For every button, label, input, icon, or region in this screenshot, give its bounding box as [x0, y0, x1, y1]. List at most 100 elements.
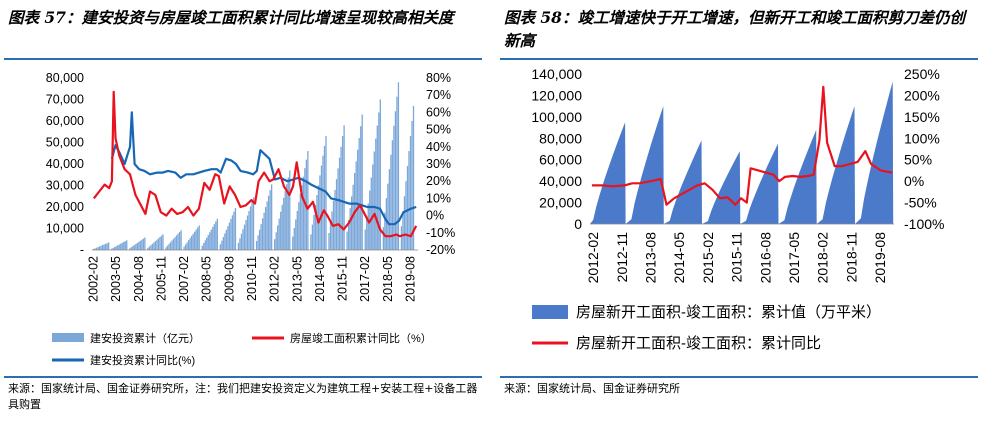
chart57-bar [121, 242, 123, 250]
chart57-source: 来源：国家统计局、国金证券研究所，注：我们把建安投资定义为建筑工程+安装工程+设… [8, 382, 478, 411]
chart57-bar [375, 138, 377, 250]
chart57-bar [141, 239, 143, 250]
chart57-bar [331, 211, 333, 250]
chart57-bar [263, 212, 265, 250]
chart57-bar [338, 157, 341, 250]
chart57-bar [385, 198, 388, 250]
chart57-y-left-tick: 20,000 [46, 200, 84, 214]
chart57-bar [379, 99, 381, 250]
chart57-legend-red: 房屋竣工面积累计同比（%） [290, 331, 432, 345]
chart57-bar [123, 241, 125, 250]
chart57-x-tick: 2019-08 [403, 256, 417, 302]
chart57-bar [242, 229, 244, 250]
chart57-bar [319, 175, 321, 250]
chart57-bar [370, 177, 372, 250]
chart57-x-tick: 2015-11 [336, 256, 350, 301]
chart57-bar [409, 136, 412, 250]
chart57-bar [307, 151, 309, 250]
chart57-bar [156, 239, 158, 250]
chart57-bar [198, 225, 200, 250]
chart58-legend-line: 房屋新开工面积-竣工面积：累计同比 [576, 335, 821, 352]
chart57-y-left-tick: - [80, 243, 84, 257]
chart57-bar [402, 211, 404, 250]
chart57-bar [403, 196, 406, 250]
chart58-title-rule [500, 58, 978, 60]
chart57-bar [213, 224, 215, 250]
chart57-bar [260, 224, 262, 250]
chart58-y-right-tick: -100% [904, 216, 944, 232]
chart57-bar [192, 233, 194, 250]
chart58-source-rule [500, 376, 978, 378]
chart57-legend-swatch-bars [52, 333, 84, 342]
chart57-bar [136, 242, 138, 250]
chart58-y-right-tick: 50% [904, 152, 932, 168]
chart57-bar [183, 246, 185, 250]
chart57-y-left-tick: 10,000 [46, 222, 84, 236]
chart57-bar [274, 239, 276, 250]
chart57-title-rule [4, 58, 482, 60]
chart57-bar [108, 242, 110, 250]
chart57-y-right-tick: 10% [426, 191, 451, 205]
chart57-bar [169, 242, 172, 250]
chart57-bar [243, 224, 246, 250]
chart57-bar [313, 214, 315, 250]
chart57-bar [203, 243, 205, 250]
chart57-bar [328, 232, 330, 250]
chart57-bar [153, 242, 155, 250]
chart58-y-right-tick: 250% [904, 66, 940, 82]
chart57-bar [346, 231, 348, 250]
chart57-y-right-tick: 30% [426, 157, 451, 171]
chart57-bar [246, 215, 249, 250]
chart57-bar [289, 170, 291, 250]
chart57-line-completion-yoy [92, 90, 418, 238]
chart57-bar [177, 233, 179, 250]
chart58-x-tick: 2015-11 [729, 232, 745, 283]
chart57-bar [133, 245, 135, 250]
chart57-x-tick: 2010-11 [245, 256, 259, 301]
chart57-bar [257, 235, 259, 250]
chart57-bar [132, 246, 134, 250]
chart57-bar [206, 237, 208, 250]
chart58-y-right-tick: 100% [904, 130, 940, 146]
chart57-bar [249, 206, 252, 250]
chart57-x-tick: 2014-08 [313, 256, 327, 302]
chart57-bar [197, 227, 199, 250]
chart57-bar [275, 232, 277, 250]
chart57-bar [281, 204, 283, 250]
chart57-bar [280, 211, 282, 250]
chart57-bar [112, 247, 114, 250]
chart57-bar [101, 245, 104, 250]
chart57-bar [267, 195, 270, 250]
chart58-y-left-tick: 40,000 [539, 173, 582, 189]
chart58-y-right-tick: 150% [904, 109, 940, 125]
chart57-bar [360, 126, 362, 250]
chart57-bar [106, 243, 108, 250]
chart57-title: 图表 57：建安投资与房屋竣工面积累计同比增速呈现较高相关度 [8, 8, 454, 27]
chart57-bar [94, 248, 96, 250]
chart57-y-right-tick: 20% [426, 174, 451, 188]
chart58-x-tick: 2013-08 [643, 232, 659, 284]
chart57-bar [142, 238, 145, 250]
chart57-bar [114, 247, 116, 250]
chart57-bar [98, 246, 101, 250]
chart57-x-tick: 2009-08 [222, 256, 236, 302]
chart57-bar [92, 248, 95, 250]
chart57-bar [227, 226, 229, 250]
chart57-y-left-tick: 50,000 [46, 136, 84, 150]
chart58-title: 图表 58：竣工增速快于开工增速，但新开工和竣工面积剪刀差仍创新高 [504, 8, 965, 50]
chart57-bar [311, 224, 314, 250]
chart57-bar [230, 218, 232, 250]
chart57-bar [341, 136, 344, 250]
chart57-bar [322, 155, 324, 250]
chart57-bar [347, 219, 350, 250]
chart57-bar [352, 184, 354, 250]
chart57-bar [261, 218, 264, 250]
chart57-bar [367, 203, 369, 250]
chart57-bar [157, 238, 160, 250]
chart58-line-yoy [591, 85, 893, 206]
chart57-bar [204, 240, 206, 250]
chart57-bar [298, 202, 300, 250]
chart57-source-rule [4, 376, 482, 378]
chart57-bar [209, 232, 211, 250]
chart58-x-tick: 2018-02 [815, 232, 831, 284]
